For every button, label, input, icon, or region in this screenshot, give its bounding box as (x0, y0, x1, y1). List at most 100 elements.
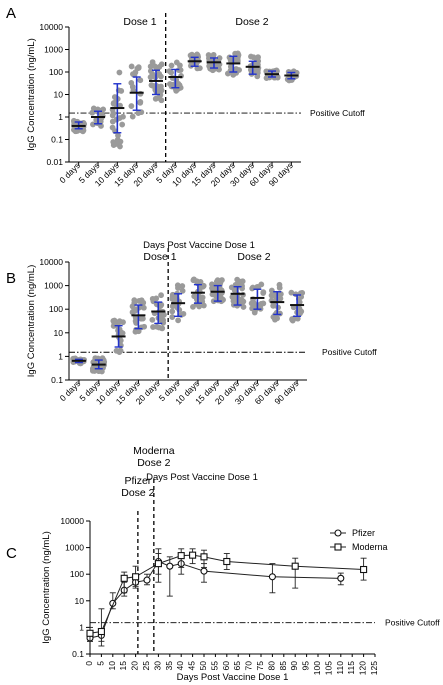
annotation-label: Dose 2 (137, 457, 170, 469)
legend-label: Moderna (352, 542, 388, 552)
dose-1-label: Dose 1 (143, 251, 176, 263)
dose-2-label: Dose 2 (237, 251, 270, 263)
positive-cutoff-label: Positive Cutoff (310, 108, 365, 118)
data-point (110, 110, 117, 117)
x-tick-label: 40 (175, 661, 185, 671)
moderna-point (189, 551, 197, 559)
data-point (114, 136, 121, 143)
x-tick-label: 100 (312, 661, 322, 675)
dose-2-label: Dose 2 (235, 16, 268, 28)
x-tick-label: 35 (164, 661, 174, 671)
data-point (149, 316, 156, 323)
x-tick-label: 95 (301, 661, 311, 671)
data-point (140, 315, 146, 322)
data-point (153, 295, 160, 302)
data-point (299, 289, 306, 296)
data-point (113, 347, 120, 354)
y-tick-label: 0.1 (72, 649, 84, 659)
data-point (270, 302, 277, 309)
data-point (205, 52, 212, 58)
data-point (289, 316, 296, 322)
panel-letter: B (6, 270, 16, 287)
data-point (136, 298, 142, 304)
data-point (129, 113, 136, 120)
data-point (140, 304, 147, 311)
x-tick-label: 110 (335, 661, 345, 675)
x-tick-label: 60 (221, 661, 231, 671)
legend-marker (334, 529, 342, 537)
y-tick-label: 100 (49, 67, 63, 77)
x-tick-label: 5 (95, 661, 105, 666)
data-point (260, 290, 267, 296)
data-point (158, 317, 165, 324)
data-point (169, 314, 176, 320)
x-tick-label: 105 (323, 661, 333, 675)
series-line (89, 560, 341, 639)
data-point (110, 318, 117, 324)
moderna-point (86, 629, 94, 637)
data-point (158, 73, 164, 80)
data-point (158, 292, 164, 299)
data-point (89, 367, 96, 374)
data-point (230, 298, 237, 305)
y-tick-label: 100 (70, 569, 84, 579)
moderna-point (223, 557, 231, 566)
data-point (152, 95, 159, 102)
x-tick-label: 70 (244, 661, 254, 671)
data-point (150, 324, 156, 330)
data-point (169, 295, 176, 302)
data-point (119, 121, 126, 128)
pfizer-point (143, 576, 151, 584)
data-point (149, 59, 156, 65)
x-tick-label: 20 (130, 661, 140, 671)
x-axis-title: Days Post Vaccine Dose 1 (177, 672, 289, 683)
data-point (131, 297, 138, 304)
moderna-point (154, 560, 162, 568)
data-point (169, 308, 176, 315)
data-point (128, 63, 135, 70)
data-point (168, 69, 175, 76)
y-tick-label: 0.1 (51, 135, 63, 145)
data-point (174, 282, 181, 289)
moderna-point (200, 553, 208, 561)
y-tick-label: 10000 (39, 22, 63, 32)
moderna-point (97, 627, 105, 636)
data-point (137, 99, 144, 105)
data-point (248, 53, 254, 60)
pfizer-point (200, 567, 208, 575)
data-point (275, 304, 282, 311)
data-point (238, 296, 245, 303)
x-tick-label: 80 (266, 661, 276, 671)
x-tick-label: 120 (358, 661, 368, 675)
data-point (100, 364, 106, 371)
panel-letter: C (6, 545, 17, 562)
moderna-point (120, 574, 128, 582)
dose-1-label: Dose 1 (123, 16, 156, 28)
annotation-label: Moderna (133, 445, 175, 457)
pfizer-point (337, 574, 345, 582)
data-point (255, 54, 261, 61)
x-tick-label: 50 (198, 661, 208, 671)
x-tick-label: 115 (346, 661, 356, 675)
x-tick-label: 90 (289, 661, 299, 671)
x-tick-label: 30 (152, 661, 162, 671)
y-tick-label: 0.01 (46, 157, 63, 167)
data-point (276, 281, 283, 288)
y-tick-label: 1 (58, 112, 63, 122)
data-point (137, 77, 144, 84)
x-axis-title: Days Post Vaccine Dose 1 (143, 240, 255, 251)
moderna-point (177, 552, 185, 560)
x-axis-title: Days Post Vaccine Dose 1 (146, 472, 258, 483)
legend-label: Pfizer (352, 528, 375, 538)
data-point (135, 64, 142, 71)
data-point (158, 97, 165, 104)
data-point (156, 89, 163, 95)
data-point (116, 69, 123, 76)
x-tick-label: 55 (209, 661, 219, 671)
data-point (175, 80, 182, 87)
panel-letter: A (6, 5, 16, 22)
